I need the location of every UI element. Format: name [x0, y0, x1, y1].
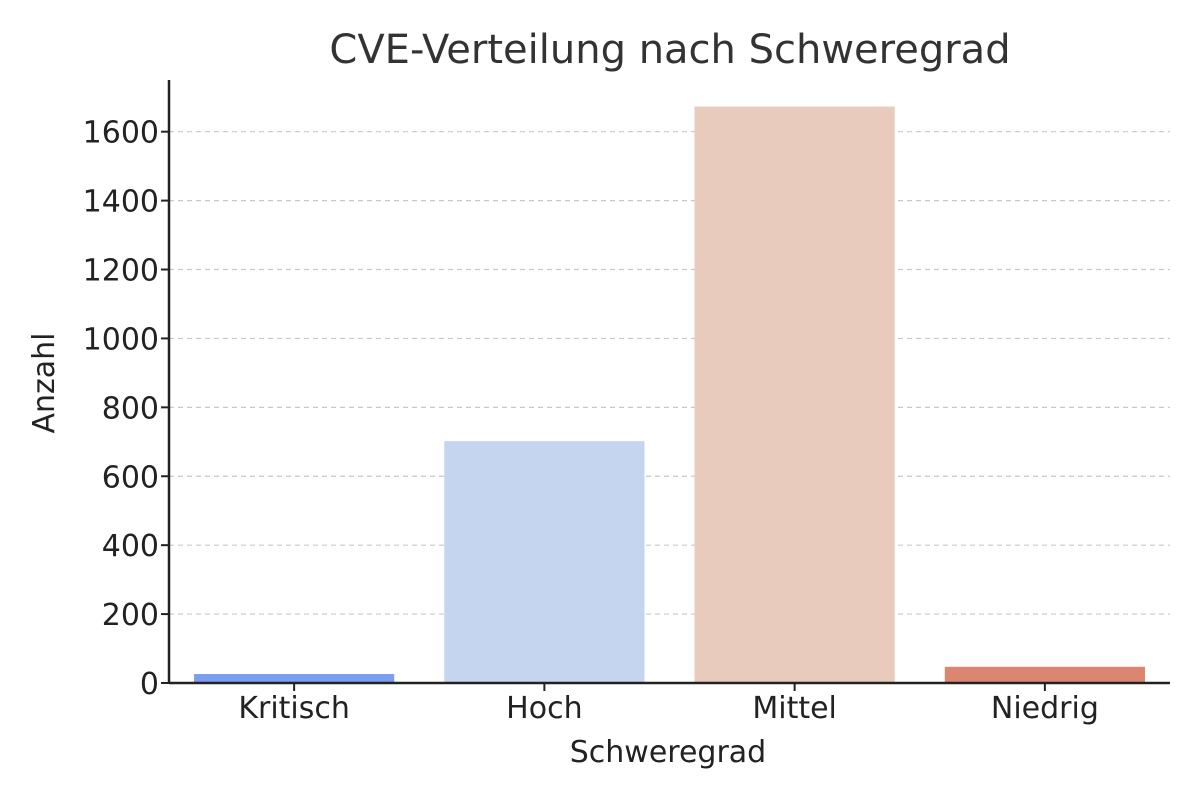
- x-tick-label: Hoch: [506, 691, 582, 726]
- y-tick-label: 1400: [83, 185, 159, 220]
- y-axis-label: Anzahl: [27, 332, 62, 433]
- y-tick-label: 200: [102, 598, 159, 633]
- y-tick-label: 1000: [83, 322, 159, 357]
- y-tick-label: 0: [140, 667, 159, 702]
- y-tick-label: 400: [102, 529, 159, 564]
- axis-layer: 0 200 400 600 800 1000 1200 1400 1600 Kritisch Hoc…: [83, 80, 1170, 726]
- bar-hoch: [444, 441, 645, 683]
- x-axis-label: Schweregrad: [570, 735, 766, 770]
- bar-niedrig: [944, 666, 1145, 683]
- x-tick-label: Niedrig: [991, 691, 1099, 726]
- y-tick-label: 1200: [83, 254, 159, 289]
- bar-kritisch: [194, 674, 395, 683]
- grid-layer: [169, 131, 1170, 615]
- bar-mittel: [694, 106, 895, 684]
- y-tick-label: 1600: [83, 116, 159, 151]
- y-tick-label: 800: [102, 391, 159, 426]
- x-tick-label: Kritisch: [238, 691, 350, 726]
- x-tick-label: Mittel: [752, 691, 837, 726]
- chart-title: CVE-Verteilung nach Schweregrad: [329, 27, 1010, 73]
- y-tick-label: 600: [102, 460, 159, 495]
- bar-layer: [194, 106, 1145, 684]
